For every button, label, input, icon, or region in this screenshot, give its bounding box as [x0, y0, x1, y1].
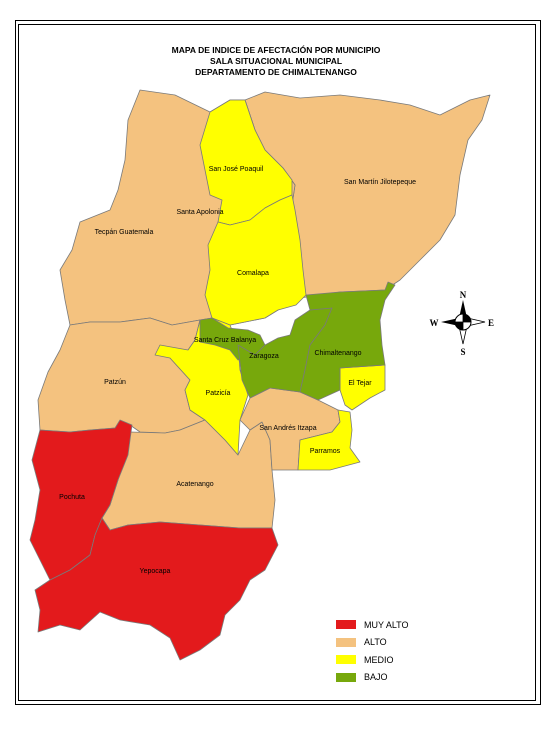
legend-swatch-bajo	[336, 672, 356, 682]
legend-label-bajo: BAJO	[364, 672, 388, 683]
legend-item-muy-alto: MUY ALTO	[336, 616, 409, 634]
label-parramos: Parramos	[310, 448, 341, 455]
legend-label-medio: MEDIO	[364, 654, 394, 665]
title-line-3: DEPARTAMENTO DE CHIMALTENANGO	[195, 67, 357, 77]
label-chimaltenango: Chimaltenango	[314, 350, 361, 357]
compass-west-label: W	[430, 318, 439, 328]
legend-item-medio: MEDIO	[336, 651, 409, 669]
map-frame-outer	[15, 20, 541, 705]
label-tecpan-guatemala: Tecpán Guatemala	[95, 229, 154, 236]
legend-item-alto: ALTO	[336, 634, 409, 652]
label-patzicia: Patzicía	[206, 390, 231, 397]
compass-rose-icon	[441, 300, 486, 345]
region-chimaltenango[interactable]	[299, 281, 396, 401]
label-acatenango: Acatenango	[176, 481, 213, 488]
label-santa-cruz-balanya: Santa Cruz Balanya	[194, 337, 256, 344]
region-parramos[interactable]	[297, 409, 361, 471]
label-el-tejar: El Tejar	[348, 380, 372, 387]
region-patzun[interactable]	[37, 317, 206, 434]
title-line-2: SALA SITUACIONAL MUNICIPAL	[209, 56, 343, 66]
legend-item-bajo: BAJO	[336, 669, 409, 687]
compass-north-label: N	[460, 290, 467, 300]
compass-south-label: S	[460, 347, 465, 357]
label-yepocapa: Yepocapa	[140, 568, 171, 575]
map-frame-inner	[18, 24, 536, 701]
legend-swatch-muy-alto	[336, 620, 356, 630]
legend-swatch-medio	[336, 655, 356, 665]
label-pochuta: Pochuta	[59, 494, 85, 501]
label-san-jose-poaquil: San José Poaquil	[209, 166, 264, 173]
label-san-andres-itzapa: San Andrés Itzapa	[259, 425, 316, 432]
map-title: MAPA DE INDICE DE AFECTACIÓN POR MUNICIP…	[100, 45, 452, 78]
compass-east-label: E	[488, 318, 494, 328]
legend: MUY ALTO ALTO MEDIO BAJO	[336, 616, 409, 686]
label-santa-apolonia: Santa Apolonia	[176, 209, 223, 216]
legend-label-alto: ALTO	[364, 637, 387, 648]
legend-label-muy-alto: MUY ALTO	[364, 619, 409, 630]
label-patzun: Patzún	[104, 379, 126, 386]
label-san-martin-jilotepeque: San Martín Jilotepeque	[344, 179, 416, 186]
label-zaragoza: Zaragoza	[249, 353, 279, 360]
region-el-tejar[interactable]	[339, 364, 386, 411]
legend-swatch-alto	[336, 637, 356, 647]
label-comalapa: Comalapa	[237, 270, 269, 277]
title-line-1: MAPA DE INDICE DE AFECTACIÓN POR MUNICIP…	[171, 45, 381, 55]
region-yepocapa[interactable]	[34, 517, 279, 661]
